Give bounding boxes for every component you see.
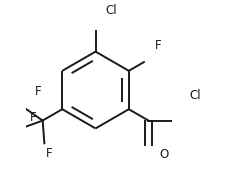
Text: F: F	[154, 39, 161, 52]
Text: Cl: Cl	[189, 89, 200, 102]
Text: O: O	[158, 148, 167, 161]
Text: F: F	[46, 147, 52, 160]
Text: F: F	[35, 85, 41, 98]
Text: F: F	[29, 111, 36, 124]
Text: Cl: Cl	[105, 4, 117, 17]
